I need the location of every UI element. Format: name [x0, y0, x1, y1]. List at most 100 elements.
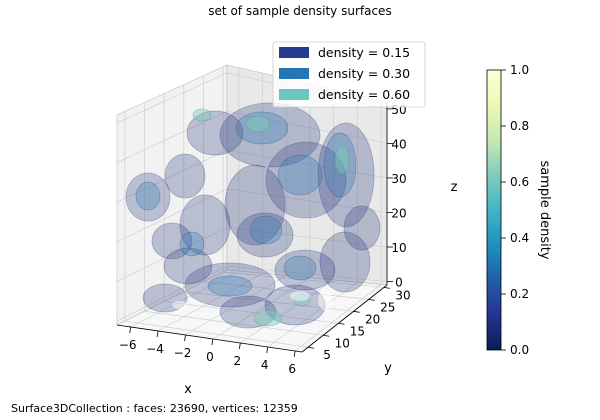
surface-blob	[192, 108, 212, 122]
surface-highlight	[172, 301, 188, 309]
colorbar-gradient	[486, 69, 502, 351]
surface-blob	[277, 154, 323, 196]
y-tick-mark	[338, 322, 345, 325]
legend-label: density = 0.15	[318, 45, 410, 60]
x-tick-label: 2	[234, 354, 242, 368]
legend-label: density = 0.60	[318, 87, 410, 102]
surface-blob	[219, 295, 277, 329]
surface-blob	[164, 153, 206, 199]
legend-swatch	[279, 89, 309, 100]
y-tick-label: 5	[323, 348, 331, 362]
grid-line-z	[226, 265, 388, 282]
grid-line-z	[116, 265, 228, 322]
legend-swatch	[279, 68, 309, 79]
density-surfaces	[125, 102, 381, 329]
grid-line-y	[223, 271, 384, 288]
grid-line-x	[267, 281, 358, 348]
surface-blob	[236, 212, 294, 258]
legend-swatch	[279, 47, 309, 58]
grid-line-z	[226, 149, 388, 179]
colorbar: sample density 0.0 0.2 0.4 0.6 0.8 1.0	[486, 63, 552, 357]
x-tick-mark	[156, 330, 159, 338]
surface-blob	[179, 194, 231, 256]
grid-line-y	[144, 310, 324, 336]
y-tick-label: 15	[350, 324, 365, 338]
z-axis-label: z	[451, 180, 458, 195]
surface-blob	[323, 132, 357, 198]
x-tick-mark	[129, 326, 132, 334]
z-tick-label: 10	[391, 241, 406, 255]
colorbar-tick-label: 0.4	[510, 231, 529, 245]
surface-blob	[219, 102, 321, 168]
surface-blob	[235, 111, 289, 145]
x-tick-mark	[293, 350, 296, 358]
x-tick-label: −2	[174, 346, 192, 360]
surface-blob	[207, 275, 253, 297]
surface-blob	[163, 247, 213, 285]
z-tick-label: 40	[391, 137, 406, 151]
x-axis-line	[116, 324, 303, 353]
surface-blob	[179, 231, 205, 257]
grid-line-x	[240, 279, 334, 344]
x-tick-mark	[211, 338, 214, 346]
surface-blob	[283, 255, 317, 281]
x-tick-label: −6	[119, 338, 137, 352]
surface-blob	[125, 172, 171, 222]
chart-title: set of sample density surfaces	[208, 4, 391, 18]
surface-blob	[343, 205, 381, 251]
grid-line-z	[116, 72, 228, 124]
colorbar-tick-label: 0.8	[510, 119, 529, 133]
x-tick-mark	[184, 334, 186, 342]
y-tick-mark	[383, 286, 391, 289]
y-tick-label: 30	[395, 288, 410, 302]
legend-label: density = 0.30	[318, 66, 410, 81]
surface-blob	[184, 262, 276, 308]
surface-highlight	[318, 290, 332, 310]
z-tick-label: 0	[395, 276, 403, 290]
surface-blob	[245, 115, 271, 133]
grid-line-y	[164, 301, 339, 324]
grid-line-y	[203, 281, 369, 300]
y-tick-label: 25	[380, 300, 395, 314]
y-tick-mark	[353, 310, 360, 313]
grid-line-x	[185, 275, 287, 336]
grid-line-z	[116, 149, 228, 203]
surface-blob	[151, 222, 193, 260]
surface-blob	[224, 164, 286, 246]
grid-line-x	[294, 284, 382, 352]
surface-blob	[274, 249, 336, 291]
grid-line-x	[130, 270, 240, 328]
x-tick-label: 4	[261, 358, 269, 372]
surface-highlight	[290, 291, 310, 301]
grid-lines	[116, 66, 388, 352]
surface-blob	[319, 231, 371, 293]
y-tick-label: 20	[365, 312, 380, 326]
grid-line-z	[116, 188, 228, 243]
grid-line-x	[157, 273, 263, 332]
x-tick-label: 6	[288, 362, 296, 376]
y-tick-label: 10	[335, 336, 350, 350]
colorbar-tick-label: 0.0	[510, 343, 529, 357]
colorbar-tick-label: 1.0	[510, 63, 529, 77]
surface-blob	[253, 309, 283, 327]
colorbar-label: sample density	[537, 160, 552, 259]
grid-line-z	[226, 227, 388, 248]
grid-line-y	[124, 320, 309, 348]
surface-blob	[334, 145, 350, 175]
x-tick-mark	[266, 346, 269, 354]
colorbar-tick-label: 0.6	[510, 175, 529, 189]
x-tick-mark	[238, 342, 241, 350]
y-tick-mark	[368, 298, 375, 301]
x-tick-label: 0	[206, 350, 214, 364]
grid-line-x	[212, 277, 311, 340]
surface-blob	[265, 141, 347, 219]
surface-blob	[135, 181, 161, 211]
y-tick-mark	[323, 334, 330, 337]
grid-line-z	[226, 188, 388, 213]
surface-blob	[317, 122, 375, 228]
axes-frame	[116, 102, 388, 353]
surface-blob	[186, 110, 244, 156]
